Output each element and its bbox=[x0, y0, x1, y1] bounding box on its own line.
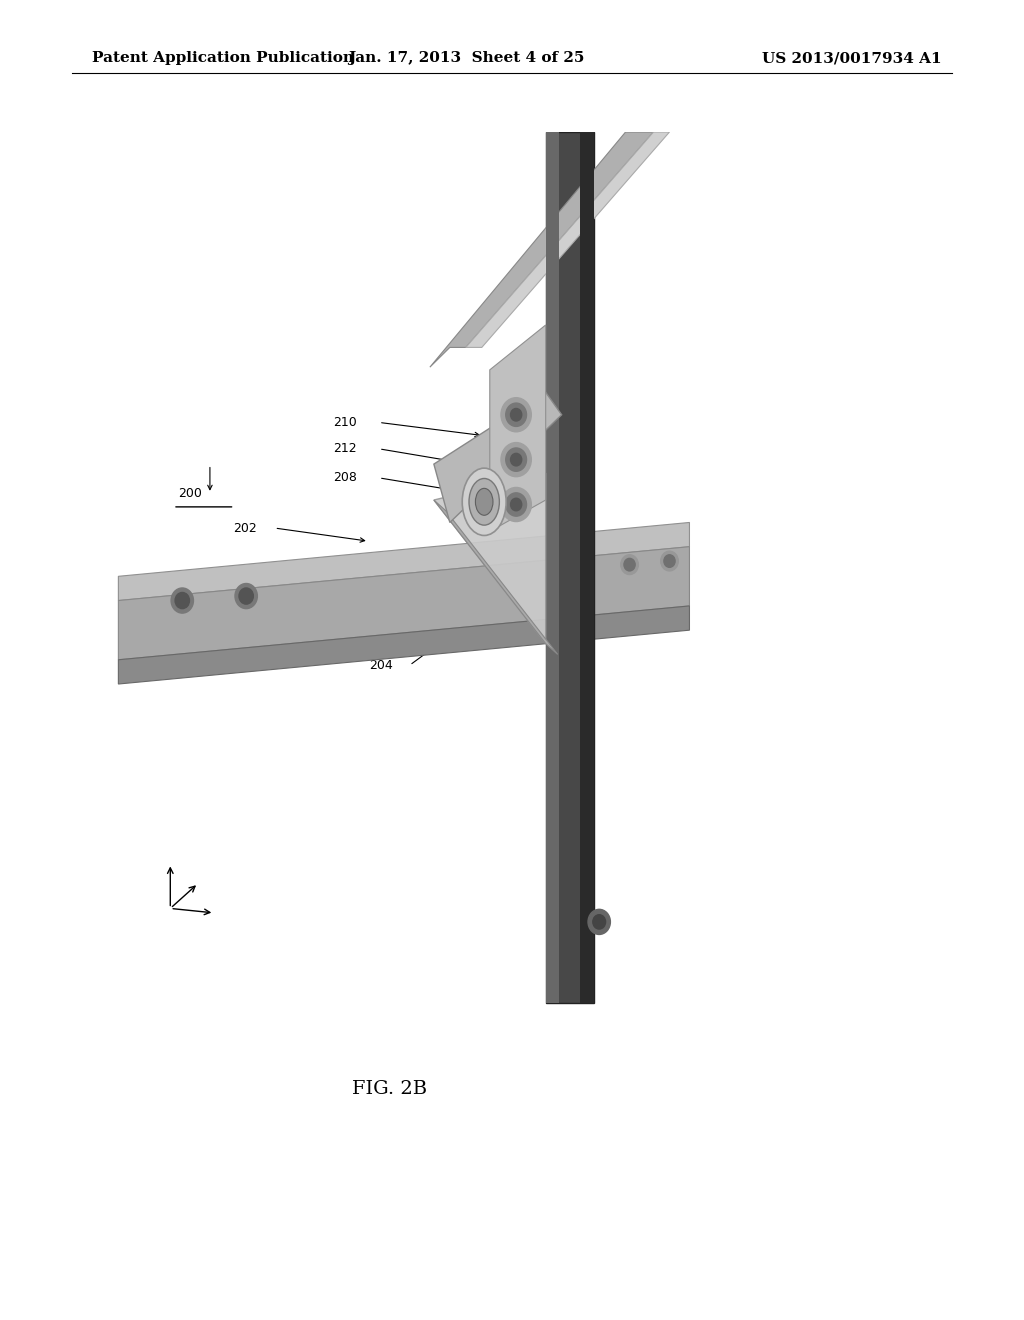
Polygon shape bbox=[119, 546, 689, 660]
Polygon shape bbox=[430, 132, 653, 367]
Text: 206: 206 bbox=[289, 620, 312, 634]
Text: 202: 202 bbox=[233, 521, 257, 535]
Text: US 2013/0017934 A1: US 2013/0017934 A1 bbox=[763, 51, 942, 65]
Circle shape bbox=[621, 554, 638, 574]
Circle shape bbox=[239, 587, 253, 605]
Text: 216: 216 bbox=[614, 590, 638, 603]
Text: Jan. 17, 2013  Sheet 4 of 25: Jan. 17, 2013 Sheet 4 of 25 bbox=[348, 51, 584, 65]
Text: 212: 212 bbox=[333, 442, 356, 455]
Circle shape bbox=[501, 487, 531, 521]
Text: 208: 208 bbox=[333, 471, 356, 484]
Circle shape bbox=[624, 558, 635, 572]
Text: FIG. 2B: FIG. 2B bbox=[351, 1080, 427, 1098]
Polygon shape bbox=[489, 325, 546, 532]
Circle shape bbox=[501, 442, 531, 477]
Circle shape bbox=[511, 408, 522, 421]
Polygon shape bbox=[580, 132, 594, 1003]
Polygon shape bbox=[119, 523, 689, 601]
Polygon shape bbox=[434, 500, 558, 655]
Circle shape bbox=[501, 397, 531, 432]
Circle shape bbox=[593, 915, 605, 929]
Circle shape bbox=[511, 453, 522, 466]
Circle shape bbox=[664, 554, 675, 568]
Circle shape bbox=[175, 593, 189, 609]
Polygon shape bbox=[434, 392, 562, 523]
Circle shape bbox=[171, 587, 194, 612]
Text: 204: 204 bbox=[369, 659, 392, 672]
Polygon shape bbox=[466, 132, 670, 347]
Circle shape bbox=[506, 447, 526, 471]
Text: 200: 200 bbox=[178, 487, 202, 500]
Polygon shape bbox=[434, 473, 546, 644]
Circle shape bbox=[660, 552, 678, 572]
Text: Patent Application Publication: Patent Application Publication bbox=[92, 51, 354, 65]
Text: 210: 210 bbox=[333, 416, 356, 429]
Circle shape bbox=[234, 583, 257, 609]
Polygon shape bbox=[546, 132, 559, 1003]
Circle shape bbox=[588, 909, 610, 935]
Circle shape bbox=[506, 403, 526, 426]
Circle shape bbox=[506, 492, 526, 516]
Ellipse shape bbox=[475, 488, 493, 515]
Polygon shape bbox=[546, 132, 594, 1003]
Ellipse shape bbox=[469, 478, 500, 525]
Circle shape bbox=[511, 498, 522, 511]
Polygon shape bbox=[119, 606, 689, 684]
Ellipse shape bbox=[462, 469, 506, 536]
